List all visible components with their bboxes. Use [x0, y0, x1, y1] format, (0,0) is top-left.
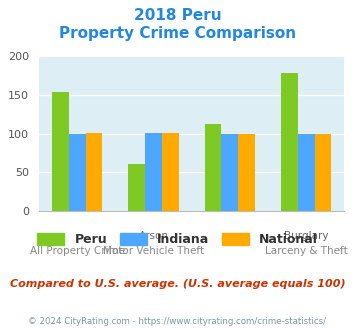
Text: Compared to U.S. average. (U.S. average equals 100): Compared to U.S. average. (U.S. average …	[10, 279, 345, 289]
Bar	[86, 133, 102, 211]
Bar	[162, 133, 179, 211]
Text: 2018 Peru: 2018 Peru	[134, 8, 221, 23]
Bar	[52, 92, 69, 211]
Text: Burglary: Burglary	[284, 231, 328, 241]
Bar	[69, 134, 86, 211]
Text: © 2024 CityRating.com - https://www.cityrating.com/crime-statistics/: © 2024 CityRating.com - https://www.city…	[28, 317, 327, 326]
Bar	[222, 134, 238, 211]
Text: Motor Vehicle Theft: Motor Vehicle Theft	[103, 246, 204, 256]
Bar	[238, 134, 255, 211]
Bar	[129, 164, 145, 211]
Bar	[298, 134, 315, 211]
Bar	[145, 133, 162, 211]
Bar	[205, 123, 222, 211]
Text: Property Crime Comparison: Property Crime Comparison	[59, 26, 296, 41]
Text: Larceny & Theft: Larceny & Theft	[265, 246, 348, 256]
Legend: Peru, Indiana, National: Peru, Indiana, National	[32, 227, 323, 251]
Text: All Property Crime: All Property Crime	[30, 246, 125, 256]
Text: Arson: Arson	[138, 231, 169, 241]
Bar	[315, 134, 331, 211]
Bar	[281, 73, 298, 211]
